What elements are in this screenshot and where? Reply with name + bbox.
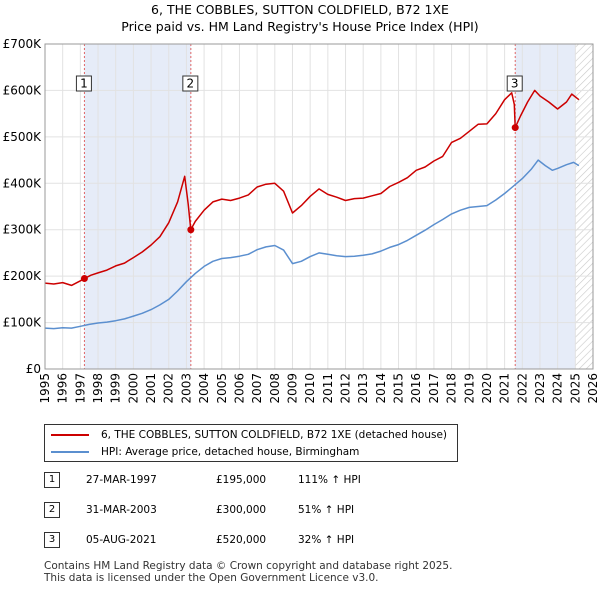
x-tick-label: 2004: [197, 373, 211, 404]
sale-number-badge: 3: [44, 532, 60, 548]
x-tick-label: 2019: [462, 373, 476, 404]
x-tick-label: 2003: [179, 373, 193, 404]
hpi-line: [44, 159, 580, 330]
x-tick-label: 1999: [109, 373, 123, 404]
property-price-line: [44, 89, 580, 287]
chart-title: 6, THE COBBLES, SUTTON COLDFIELD, B72 1X…: [151, 2, 449, 17]
sale-hpi-change: 111% ↑ HPI: [298, 474, 361, 486]
y-tick-label: £200K: [3, 269, 43, 283]
footer: Contains HM Land Registry data © Crown c…: [44, 560, 453, 584]
x-tick-label: 1997: [73, 373, 87, 404]
legend-swatch-hpi: [51, 451, 89, 453]
x-tick-label: 2017: [427, 373, 441, 404]
sale-date: 27-MAR-1997: [86, 474, 157, 486]
x-tick-label: 2010: [303, 373, 317, 404]
sale-point: [187, 226, 195, 234]
chart-title-block: 6, THE COBBLES, SUTTON COLDFIELD, B72 1X…: [0, 0, 600, 35]
x-tick-label: 2015: [392, 373, 406, 404]
x-tick-label: 2016: [409, 373, 423, 404]
legend-swatch-property: [51, 434, 89, 436]
x-tick-label: 2021: [498, 373, 512, 404]
x-tick-label: 2026: [586, 373, 600, 404]
sale-marker-label: 3: [511, 77, 519, 91]
x-tick-label: 2013: [356, 373, 370, 404]
x-tick-label: 2009: [285, 373, 299, 404]
x-tick-label: 2000: [126, 373, 140, 404]
legend-item-property: 6, THE COBBLES, SUTTON COLDFIELD, B72 1X…: [51, 427, 447, 443]
y-tick-label: £500K: [3, 130, 43, 144]
sale-number-badge: 1: [44, 472, 60, 488]
sale-point: [80, 274, 88, 282]
x-tick-label: 1998: [91, 373, 105, 404]
y-tick-label: £600K: [3, 83, 43, 97]
forecast-hatch: [575, 44, 593, 369]
x-tick-label: 2024: [551, 373, 565, 404]
sale-hpi-change: 32% ↑ HPI: [298, 534, 355, 546]
x-tick-label: 2022: [515, 373, 529, 404]
y-tick-label: £400K: [3, 176, 43, 190]
x-tick-label: 2002: [162, 373, 176, 404]
x-tick-label: 2020: [480, 373, 494, 404]
sale-marker-box: [75, 75, 92, 92]
sale-date: 31-MAR-2003: [86, 504, 157, 516]
x-tick-label: 2007: [250, 373, 264, 404]
sale-price: £300,000: [216, 504, 267, 516]
sale-marker-label: 1: [80, 77, 88, 91]
shaded-period: [515, 44, 576, 369]
sale-marker-box: [182, 75, 199, 92]
sale-date: 05-AUG-2021: [86, 534, 157, 546]
plot-frame: [44, 43, 594, 370]
x-tick-label: 2025: [568, 373, 582, 404]
sale-price: £195,000: [216, 474, 267, 486]
x-tick-label: 1996: [56, 373, 70, 404]
legend-label-hpi: HPI: Average price, detached house, Birm…: [101, 446, 360, 458]
sale-marker-box: [506, 75, 523, 92]
sale-number-badge: 2: [44, 502, 60, 518]
sale-hpi-change: 51% ↑ HPI: [298, 504, 355, 516]
y-tick-label: £0: [26, 362, 41, 376]
sale-point: [511, 124, 519, 132]
legend: 6, THE COBBLES, SUTTON COLDFIELD, B72 1X…: [44, 424, 458, 462]
footer-licence: This data is licensed under the Open Gov…: [44, 571, 379, 584]
legend-label-property: 6, THE COBBLES, SUTTON COLDFIELD, B72 1X…: [101, 429, 447, 441]
y-tick-label: £300K: [3, 223, 43, 237]
x-tick-label: 2014: [374, 373, 388, 404]
x-tick-label: 2011: [321, 373, 335, 404]
x-tick-label: 2023: [533, 373, 547, 404]
x-tick-label: 2006: [232, 373, 246, 404]
x-tick-label: 1995: [38, 373, 52, 404]
y-tick-label: £700K: [3, 37, 43, 51]
x-tick-label: 2005: [215, 373, 229, 404]
footer-copyright: Contains HM Land Registry data © Crown c…: [44, 560, 453, 572]
x-tick-label: 2001: [144, 373, 158, 404]
x-tick-label: 2018: [445, 373, 459, 404]
x-tick-label: 2012: [339, 373, 353, 404]
sale-price: £520,000: [216, 534, 267, 546]
chart-subtitle: Price paid vs. HM Land Registry's House …: [121, 19, 479, 34]
legend-item-hpi: HPI: Average price, detached house, Birm…: [51, 444, 359, 460]
price-chart: 1 2 3 £0 £100K £200K £300K £400K £500K £600K £700…: [3, 37, 600, 404]
sale-marker-label: 2: [187, 77, 195, 91]
x-tick-label: 2008: [268, 373, 282, 404]
y-tick-label: £100K: [3, 316, 43, 330]
